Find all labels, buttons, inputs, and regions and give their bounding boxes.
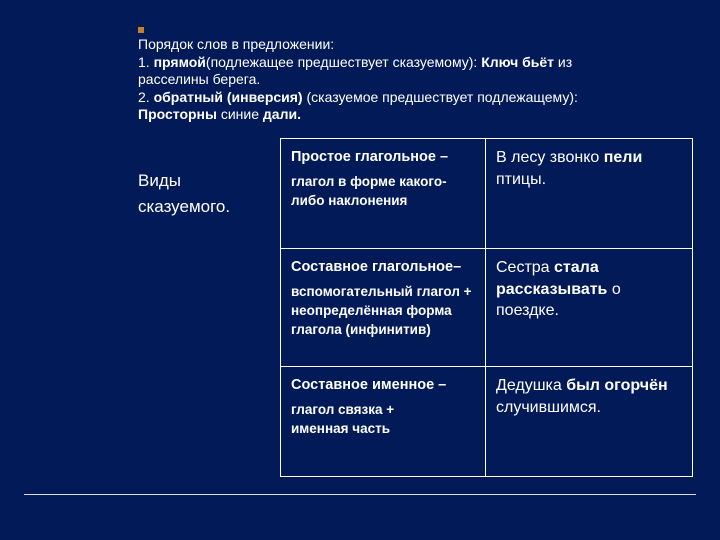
table-row: Составное глагольное– вспомогательный гл… xyxy=(281,249,693,367)
ex-cell: В лесу звонко пели птицы. xyxy=(486,139,693,249)
intro-l2a: 1. xyxy=(138,54,154,70)
intro-l4c: (сказуемое предшествует подлежащему): xyxy=(303,89,578,105)
intro-l2b: прямой xyxy=(154,54,206,70)
side-label-line2: сказуемого. xyxy=(138,194,274,220)
side-label-line1: Виды xyxy=(138,168,274,194)
ex-bold: был огорчён xyxy=(566,377,667,394)
table-row: Составное именное – глагол связка + имен… xyxy=(281,367,693,477)
ex-pre: Сестра xyxy=(496,259,554,276)
intro-l5c: дали. xyxy=(263,106,301,122)
ex-cell: Сестра стала рассказывать о поездке. xyxy=(486,249,693,367)
intro-l1b: : xyxy=(330,36,334,52)
def-sub: вспомогательный глагол + неопределённая … xyxy=(291,284,472,337)
def-cell: Составное глагольное– вспомогательный гл… xyxy=(281,249,486,367)
def-title: Составное именное – xyxy=(291,377,446,393)
ex-bold: пели xyxy=(604,149,643,166)
table-row: Простое глагольное – глагол в форме како… xyxy=(281,139,693,249)
ex-pre: В лесу звонко xyxy=(496,149,604,166)
ex-pre: Дедушка xyxy=(496,377,566,394)
def-sub: глагол в форме какого-либо наклонения xyxy=(291,174,447,208)
side-label: Виды сказуемого. xyxy=(138,138,280,219)
intro-l2c: (подлежащее предшествует сказуемому): xyxy=(206,54,481,70)
def-sub: глагол связка + именная часть xyxy=(291,402,394,436)
def-title: Составное глагольное– xyxy=(291,259,461,275)
slide: Порядок слов в предложении: 1. прямой(по… xyxy=(0,0,720,540)
content-area: Виды сказуемого. Простое глагольное – гл… xyxy=(138,138,693,477)
intro-l4a: 2. xyxy=(138,89,154,105)
intro-l5b: синие xyxy=(217,106,263,122)
intro-l5a: Просторны xyxy=(138,106,217,122)
def-title: Простое глагольное – xyxy=(291,149,448,165)
intro-l4b: обратный (инверсия) xyxy=(154,89,303,105)
ex-cell: Дедушка был огорчён случившимся. xyxy=(486,367,693,477)
ex-post: птицы. xyxy=(496,171,546,188)
intro-l3: расселины берега. xyxy=(138,71,260,87)
intro-l2e: из xyxy=(554,54,572,70)
def-cell: Составное именное – глагол связка + имен… xyxy=(281,367,486,477)
def-cell: Простое глагольное – глагол в форме како… xyxy=(281,139,486,249)
accent-square xyxy=(138,27,144,33)
intro-l1a: Порядок слов в предложении xyxy=(138,36,330,52)
intro-text: Порядок слов в предложении: 1. прямой(по… xyxy=(138,36,658,124)
bottom-rule xyxy=(24,494,696,495)
predicate-table: Простое глагольное – глагол в форме како… xyxy=(280,138,693,477)
ex-post: случившимся. xyxy=(496,399,601,416)
intro-l2d: Ключ бьёт xyxy=(481,54,554,70)
